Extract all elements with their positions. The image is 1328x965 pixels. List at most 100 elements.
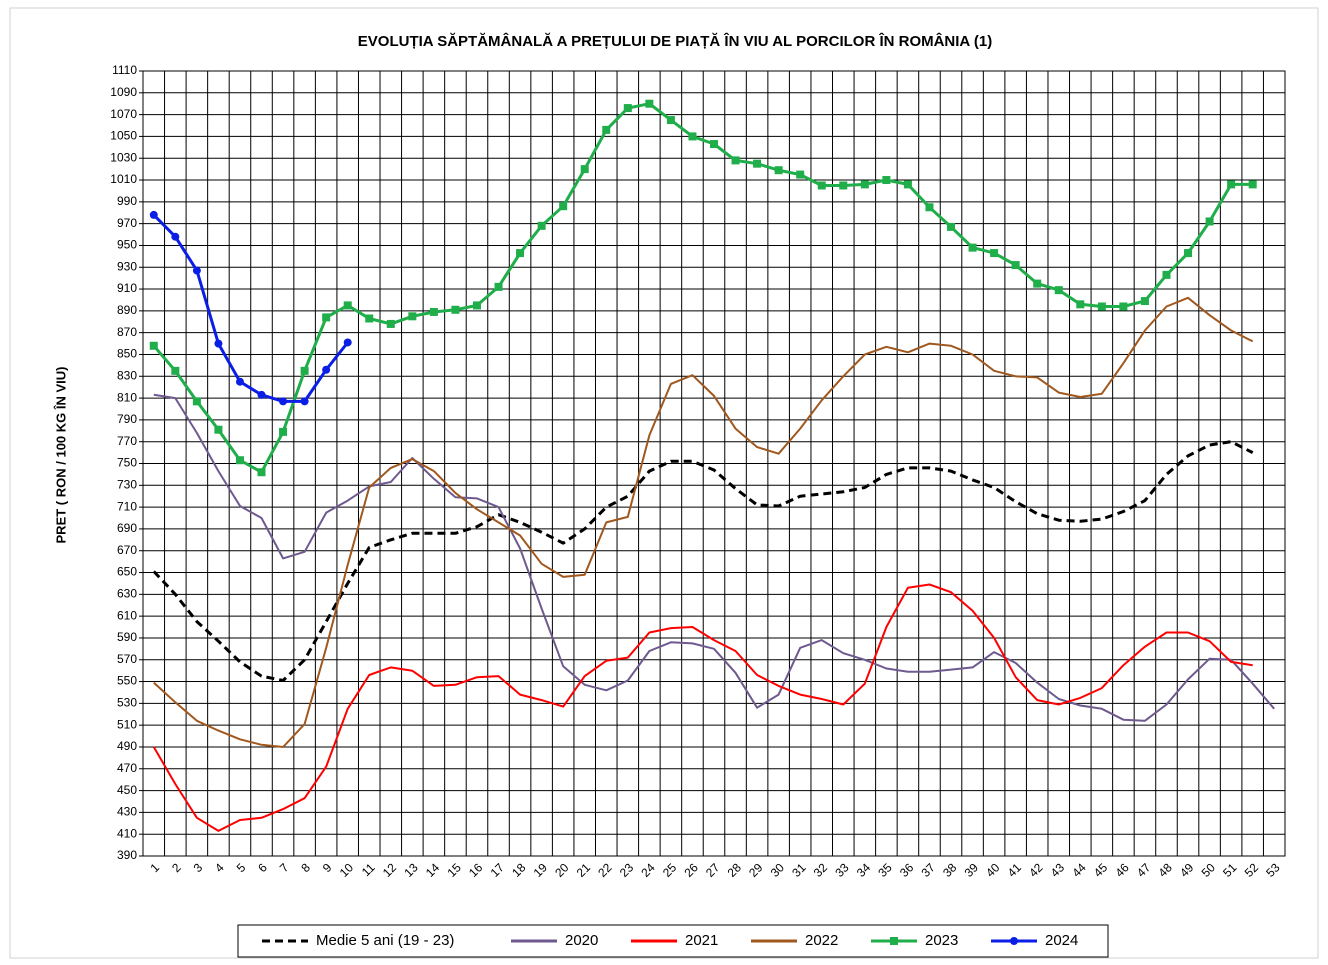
legend-label: 2022 <box>805 932 838 949</box>
plot-border <box>142 70 1286 857</box>
y-tick-label: 670 <box>117 543 137 557</box>
y-tick-label: 950 <box>117 238 137 252</box>
marker <box>1011 261 1020 270</box>
marker <box>925 203 934 212</box>
marker <box>623 104 632 113</box>
marker <box>580 165 589 174</box>
legend-marker <box>1010 937 1018 945</box>
marker <box>235 377 244 386</box>
marker <box>408 312 417 321</box>
marker <box>1033 279 1042 288</box>
legend-label: 2021 <box>685 932 718 949</box>
y-tick-label: 430 <box>117 805 137 819</box>
marker <box>171 232 180 241</box>
marker <box>429 307 438 316</box>
marker <box>472 301 481 310</box>
y-tick-label: 1070 <box>110 107 137 121</box>
y-tick-label: 1090 <box>110 85 137 99</box>
y-tick-label: 630 <box>117 587 137 601</box>
y-tick-label: 730 <box>117 477 137 491</box>
y-tick-label: 410 <box>117 826 137 840</box>
y-tick-label: 530 <box>117 696 137 710</box>
marker <box>149 210 158 219</box>
marker <box>860 180 869 189</box>
marker <box>537 221 546 230</box>
y-tick-label: 990 <box>117 194 137 208</box>
y-tick-label: 610 <box>117 608 137 622</box>
marker <box>171 366 180 375</box>
y-tick-label: 970 <box>117 216 137 230</box>
marker <box>516 249 525 258</box>
series-line <box>153 393 1275 722</box>
y-tick-label: 890 <box>117 303 137 317</box>
marker <box>1119 302 1128 311</box>
marker <box>839 181 848 190</box>
y-tick-label: 870 <box>117 325 137 339</box>
y-tick-label: 510 <box>117 717 137 731</box>
y-tick-label: 1010 <box>110 172 137 186</box>
marker <box>947 222 956 231</box>
series-line <box>152 213 349 403</box>
marker <box>817 181 826 190</box>
marker <box>279 427 288 436</box>
marker <box>451 305 460 314</box>
y-tick-label: 930 <box>117 259 137 273</box>
marker <box>192 397 201 406</box>
legend-label: 2024 <box>1045 932 1078 949</box>
marker <box>149 341 158 350</box>
marker <box>903 180 912 189</box>
y-tick-label: 690 <box>117 521 137 535</box>
marker <box>214 339 223 348</box>
marker <box>300 397 309 406</box>
marker <box>365 314 374 323</box>
y-tick-label: 390 <box>117 848 137 862</box>
marker <box>774 166 783 175</box>
marker <box>1227 180 1236 189</box>
marker <box>666 116 675 125</box>
marker <box>688 132 697 141</box>
y-tick-label: 750 <box>117 456 137 470</box>
y-tick-label: 570 <box>117 652 137 666</box>
marker <box>1162 270 1171 279</box>
y-tick-label: 470 <box>117 761 137 775</box>
marker <box>990 249 999 258</box>
marker <box>602 125 611 134</box>
y-tick-label: 550 <box>117 674 137 688</box>
y-tick-label: 650 <box>117 565 137 579</box>
marker <box>731 156 740 165</box>
marker <box>343 301 352 310</box>
marker <box>322 313 331 322</box>
series-line <box>153 296 1254 748</box>
marker <box>1097 302 1106 311</box>
marker <box>645 99 654 108</box>
y-tick-label: 770 <box>117 434 137 448</box>
y-axis-label: PRET ( RON / 100 KG ÎN VIU) <box>53 367 68 544</box>
y-tick-label: 1030 <box>110 150 137 164</box>
marker <box>494 282 503 291</box>
marker <box>279 397 288 406</box>
marker <box>1140 297 1149 306</box>
marker <box>796 170 805 179</box>
marker <box>1248 180 1257 189</box>
series-line <box>152 583 1253 832</box>
marker <box>1076 300 1085 309</box>
y-tick-label: 790 <box>117 412 137 426</box>
legend-label: 2023 <box>925 932 958 949</box>
y-tick-label: 710 <box>117 499 137 513</box>
marker <box>214 425 223 434</box>
marker <box>343 338 352 347</box>
y-tick-label: 490 <box>117 739 137 753</box>
y-tick-label: 450 <box>117 783 137 797</box>
chart-title: EVOLUȚIA SĂPTĂMÂNALĂ A PREȚULUI DE PIAȚĂ… <box>358 32 992 50</box>
marker <box>235 456 244 465</box>
y-tick-label: 1110 <box>112 63 137 77</box>
y-tick-label: 830 <box>117 368 137 382</box>
marker <box>710 140 718 149</box>
marker <box>1054 286 1063 295</box>
marker <box>300 366 309 375</box>
legend-label: 2020 <box>565 932 598 949</box>
y-tick-label: 910 <box>117 281 137 295</box>
marker <box>1184 249 1193 258</box>
